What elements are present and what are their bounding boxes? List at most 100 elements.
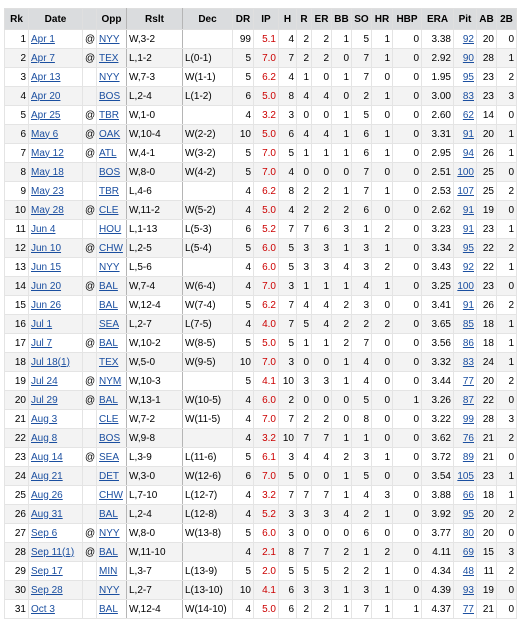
pit-link[interactable]: 91 [463,300,474,311]
date-link[interactable]: Apr 1 [31,34,55,45]
date-link[interactable]: Sep 6 [31,528,57,539]
opp-link[interactable]: BAL [99,281,118,292]
col-header-pit[interactable]: Pit [454,9,477,30]
date-link[interactable]: Sep 28 [31,585,63,596]
pit-link[interactable]: 83 [463,91,474,102]
pit-link[interactable]: 69 [463,547,474,558]
pit-link[interactable]: 80 [463,528,474,539]
pit-link[interactable]: 95 [463,72,474,83]
date-link[interactable]: May 6 [31,129,58,140]
pit-link[interactable]: 48 [463,566,474,577]
col-header-rk[interactable]: Rk [5,9,29,30]
pit-link[interactable]: 85 [463,319,474,330]
date-link[interactable]: Sep 11(1) [31,547,74,558]
col-header-opp[interactable]: Opp [97,9,127,30]
pit-link[interactable]: 100 [457,281,474,292]
pit-link[interactable]: 105 [457,471,474,482]
pit-link[interactable]: 76 [463,433,474,444]
col-header-bb[interactable]: BB [332,9,352,30]
pit-link[interactable]: 94 [463,148,474,159]
date-link[interactable]: Apr 13 [31,72,60,83]
opp-link[interactable]: BAL [99,338,118,349]
opp-link[interactable]: BAL [99,547,118,558]
pit-link[interactable]: 95 [463,243,474,254]
date-link[interactable]: Aug 21 [31,471,63,482]
date-link[interactable]: Jul 18(1) [31,357,70,368]
opp-link[interactable]: BOS [99,433,120,444]
date-link[interactable]: Apr 25 [31,110,60,121]
opp-link[interactable]: CLE [99,414,118,425]
date-link[interactable]: Jul 24 [31,376,58,387]
date-link[interactable]: Jun 10 [31,243,61,254]
opp-link[interactable]: NYY [99,262,120,273]
opp-link[interactable]: MIN [99,566,117,577]
pit-link[interactable]: 99 [463,414,474,425]
opp-link[interactable]: TBR [99,110,119,121]
pit-link[interactable]: 91 [463,224,474,235]
date-link[interactable]: Oct 3 [31,604,55,615]
date-link[interactable]: Aug 3 [31,414,57,425]
pit-link[interactable]: 100 [457,167,474,178]
col-header-h[interactable]: H [279,9,297,30]
date-link[interactable]: Jul 7 [31,338,52,349]
col-header-hr[interactable]: HR [372,9,393,30]
col-header-so[interactable]: SO [352,9,372,30]
date-link[interactable]: May 28 [31,205,64,216]
pit-link[interactable]: 107 [457,186,474,197]
opp-link[interactable]: NYY [99,72,120,83]
pit-link[interactable]: 83 [463,357,474,368]
col-header-ip[interactable]: IP [254,9,279,30]
opp-link[interactable]: BAL [99,509,118,520]
opp-link[interactable]: SEA [99,319,119,330]
opp-link[interactable]: NYY [99,585,120,596]
date-link[interactable]: Jun 4 [31,224,55,235]
pit-link[interactable]: 91 [463,205,474,216]
col-header-dr[interactable]: DR [233,9,254,30]
pit-link[interactable]: 92 [463,262,474,273]
opp-link[interactable]: SEA [99,452,119,463]
pit-link[interactable]: 77 [463,604,474,615]
opp-link[interactable]: CLE [99,205,118,216]
opp-link[interactable]: BOS [99,167,120,178]
pit-link[interactable]: 95 [463,509,474,520]
opp-link[interactable]: BAL [99,300,118,311]
opp-link[interactable]: TEX [99,53,118,64]
col-header-r[interactable]: R [297,9,312,30]
date-link[interactable]: Apr 7 [31,53,55,64]
date-link[interactable]: Apr 20 [31,91,60,102]
col-header-hbp[interactable]: HBP [393,9,422,30]
date-link[interactable]: May 18 [31,167,64,178]
pit-link[interactable]: 90 [463,53,474,64]
date-link[interactable]: May 23 [31,186,64,197]
opp-link[interactable]: NYY [99,528,120,539]
pit-link[interactable]: 77 [463,376,474,387]
opp-link[interactable]: ATL [99,148,117,159]
date-link[interactable]: Aug 26 [31,490,63,501]
opp-link[interactable]: NYM [99,376,121,387]
opp-link[interactable]: TEX [99,357,118,368]
date-link[interactable]: Aug 8 [31,433,57,444]
date-link[interactable]: Jul 1 [31,319,52,330]
opp-link[interactable]: TBR [99,186,119,197]
pit-link[interactable]: 93 [463,585,474,596]
col-header-rslt[interactable]: Rslt [127,9,183,30]
date-link[interactable]: May 12 [31,148,64,159]
opp-link[interactable]: NYY [99,34,120,45]
col-header-ab[interactable]: AB [477,9,497,30]
col-header-date[interactable]: Date [29,9,83,30]
opp-link[interactable]: OAK [99,129,120,140]
opp-link[interactable]: BOS [99,91,120,102]
date-link[interactable]: Aug 14 [31,452,63,463]
col-header-dec[interactable]: Dec [183,9,233,30]
opp-link[interactable]: BAL [99,604,118,615]
pit-link[interactable]: 89 [463,452,474,463]
date-link[interactable]: Sep 17 [31,566,63,577]
pit-link[interactable]: 62 [463,110,474,121]
opp-link[interactable]: CHW [99,243,123,254]
col-header-2b[interactable]: 2B [497,9,517,30]
opp-link[interactable]: CHW [99,490,123,501]
opp-link[interactable]: HOU [99,224,121,235]
pit-link[interactable]: 86 [463,338,474,349]
date-link[interactable]: Aug 31 [31,509,63,520]
pit-link[interactable]: 87 [463,395,474,406]
